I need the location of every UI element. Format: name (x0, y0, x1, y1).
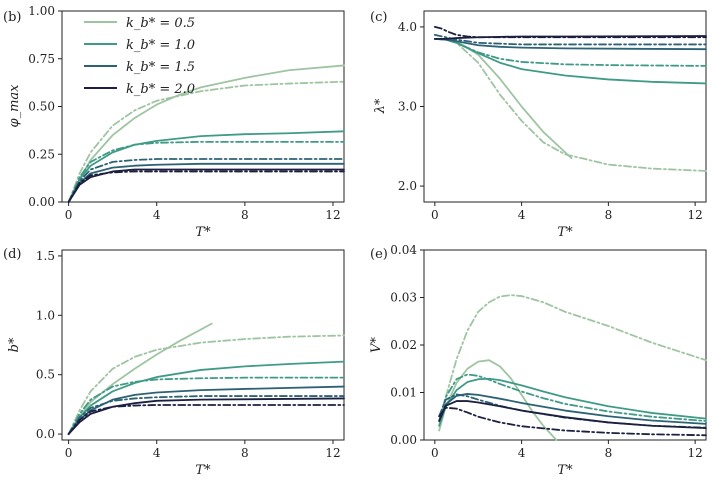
panel-b-xtick-label: 12 (325, 208, 340, 222)
panel-b-ytick-label: 1.00 (28, 4, 55, 18)
panel-e-v: (e) 0 4 8 12 0.00 0.01 0.02 0.03 0.04 T* V* (369, 243, 707, 478)
panel-c-ylabel: λ* (373, 98, 388, 114)
panel-e-series-k20-dashdot (438, 406, 707, 437)
panel-e-ytick-label: 0.01 (390, 386, 417, 400)
panel-b-series-k10-solid (67, 130, 345, 203)
panel-c-tag: (c) (370, 10, 387, 25)
panel-c-series-k15-dashdot (433, 33, 707, 46)
panel-e-xlabel: T* (557, 463, 573, 478)
panel-e-series-k10-dashdot (438, 373, 707, 422)
panel-b-xtick-label: 4 (153, 208, 161, 222)
panel-d-xtick-label: 4 (153, 446, 161, 460)
panel-c-lambda: (c) 0 4 8 12 2.0 3.0 4.0 T* λ* (370, 10, 707, 240)
panel-e-ytick-label: 0.03 (390, 291, 417, 305)
panel-d-ticks: 0 4 8 12 0.0 0.5 1.0 1.5 (36, 249, 341, 460)
panel-d-xtick-label: 8 (241, 446, 249, 460)
panel-d-b: (d) 0 4 8 12 0.0 0.5 1.0 1.5 T* b* (3, 247, 345, 478)
panel-b-ytick-label: 0.75 (28, 52, 55, 66)
panel-c-ytick-label: 3.0 (398, 100, 417, 114)
panel-e-ytick-label: 0.00 (390, 433, 417, 447)
legend-label-k05: k_b* = 0.5 (126, 16, 195, 31)
panel-d-series (67, 322, 345, 435)
panel-e-xtick-label: 8 (605, 446, 613, 460)
panel-e-tag: (e) (370, 247, 388, 262)
panel-b-series-k20-solid (67, 168, 345, 203)
panel-d-series-k05-solid (67, 322, 213, 435)
panel-b-xlabel: T* (195, 225, 211, 240)
panel-d-xlabel: T* (195, 463, 211, 478)
panel-c-series-k20-dashdot (433, 26, 707, 39)
panel-b-series-k20-dashdot (67, 170, 345, 203)
panel-b-series-k15-dashdot (67, 158, 345, 203)
panel-e-ytick-label: 0.02 (390, 338, 417, 352)
panel-d-ylabel: b* (7, 337, 22, 352)
panel-e-series-k15-solid (438, 393, 707, 425)
legend: k_b* = 0.5 k_b* = 1.0 k_b* = 1.5 k_b* = 2.0 (84, 16, 195, 97)
panel-c-series (433, 26, 707, 172)
panel-d-ytick-label: 0.5 (36, 368, 55, 382)
panel-d-xtick-label: 12 (325, 446, 340, 460)
panel-c-series-k15-solid (433, 37, 707, 51)
panel-e-series-k05-dashdot (438, 294, 707, 427)
panel-e-xtick-label: 0 (431, 446, 439, 460)
panel-b-tag: (b) (3, 10, 21, 25)
panel-b-series-k10-dashdot (67, 140, 345, 203)
panel-b-phi-max: (b) 0 4 8 12 0.00 0.25 0.50 0.75 1.00 T* φ_max (3, 4, 345, 240)
panel-b-xtick-label: 8 (241, 208, 249, 222)
panel-b-series-k05-dashdot (67, 80, 345, 203)
panel-e-series-k10-solid (438, 377, 707, 427)
panel-b-ylabel: φ_max (7, 84, 22, 128)
panel-e-ticks: 0 4 8 12 0.00 0.01 0.02 0.03 0.04 (390, 243, 703, 460)
panel-b-series-k05-solid (67, 64, 345, 203)
panel-d-ytick-label: 1.5 (36, 249, 55, 263)
panel-d-tag: (d) (3, 247, 21, 262)
panel-c-ytick-label: 2.0 (398, 179, 417, 193)
legend-label-k15: k_b* = 1.5 (126, 60, 195, 75)
panel-e-series-k20-solid (438, 400, 707, 430)
panel-b-ytick-label: 0.00 (28, 195, 55, 209)
panel-d-series-k20-solid (67, 397, 345, 435)
panel-b-ytick-label: 0.25 (28, 147, 55, 161)
panel-c-ticks: 0 4 8 12 2.0 3.0 4.0 (398, 20, 703, 222)
panel-b-xtick-label: 0 (65, 208, 73, 222)
panel-e-ylabel: V* (369, 337, 384, 353)
panel-d-ytick-label: 1.0 (36, 308, 55, 322)
panel-d-series-k20-dashdot (67, 404, 345, 435)
panel-c-xtick-label: 8 (605, 208, 613, 222)
panel-e-ytick-label: 0.04 (390, 243, 417, 257)
panel-e-series (438, 294, 707, 441)
panel-b-ytick-label: 0.50 (28, 100, 55, 114)
panel-e-xtick-label: 4 (518, 446, 526, 460)
panel-d-series-k15-dashdot (67, 395, 345, 435)
panel-c-xtick-label: 12 (688, 208, 703, 222)
panel-c-ytick-label: 4.0 (398, 20, 417, 34)
panel-c-frame (423, 10, 707, 203)
panel-d-series-k15-solid (67, 385, 345, 435)
panel-c-xtick-label: 0 (431, 208, 439, 222)
panel-b-series (67, 64, 345, 203)
panel-b-ticks: 0 4 8 12 0.00 0.25 0.50 0.75 1.00 (28, 4, 340, 222)
panel-d-frame (61, 249, 345, 441)
panel-d-series-k05-dashdot (67, 334, 345, 435)
panel-e-series-k05-solid (438, 359, 558, 441)
panel-c-xlabel: T* (557, 225, 573, 240)
legend-label-k20: k_b* = 2.0 (126, 82, 195, 97)
panel-e-xtick-label: 12 (688, 446, 703, 460)
panel-d-ytick-label: 0.0 (36, 427, 55, 441)
legend-label-k10: k_b* = 1.0 (126, 38, 195, 53)
panel-c-xtick-label: 4 (518, 208, 526, 222)
panel-d-series-k10-dashdot (67, 376, 345, 435)
panel-c-series-k05-dashdot (433, 37, 707, 172)
panel-d-xtick-label: 0 (65, 446, 73, 460)
